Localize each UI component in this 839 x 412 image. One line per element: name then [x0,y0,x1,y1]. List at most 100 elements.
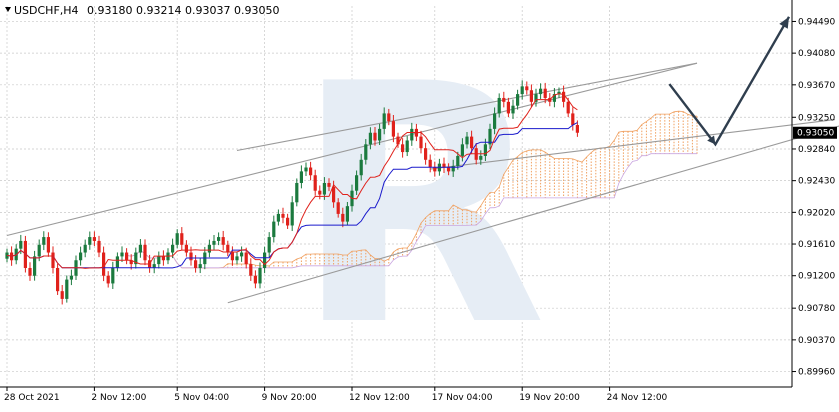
candle-body [207,244,211,253]
candle-body [529,90,533,102]
candle-body [79,252,83,261]
candle-body [566,101,570,114]
candle-body [69,275,73,280]
candle-body [221,237,225,245]
y-tick-label: 0.93670 [798,81,835,91]
candle-body [42,237,46,245]
candle-body [309,167,313,176]
watermark-logo: R [293,14,547,398]
candle-body [56,267,60,292]
candle-body [571,113,575,126]
candle-body [506,101,510,114]
candle-body [217,237,221,241]
candle-body [405,140,409,153]
candle-body [102,252,106,276]
candle-body [332,186,336,203]
candle-body [304,167,308,172]
arrow-head-pullback [707,135,716,145]
candle-body [226,244,230,253]
candle-body [51,252,55,268]
candle-body [253,275,257,284]
candle-body [111,267,115,284]
x-tick-label: 17 Nov 04:00 [432,393,493,403]
candle-body [502,97,506,102]
candle-body [175,233,179,245]
candle-body [373,132,377,141]
candle-body [88,237,92,245]
candle-body [240,252,244,257]
candle-body [230,252,234,261]
candle-body [364,144,368,160]
candle-body [290,202,294,226]
candle-body [299,171,303,183]
candle-body [267,237,271,253]
candle-body [378,128,382,141]
candle-body [516,94,520,106]
candle-body [184,244,188,253]
candle-body [235,256,239,261]
candle-body [539,88,543,95]
candle-body [46,237,50,253]
candle-body [557,91,561,95]
collapse-triangle-icon[interactable] [5,7,11,12]
candle-body [493,113,497,129]
candle-body [258,267,262,284]
grid [0,6,792,387]
candle-body [263,252,267,268]
candle-body [125,252,129,261]
candle-body [401,144,405,153]
x-tick-label: 24 Nov 12:00 [607,393,668,403]
candle-body [511,105,515,114]
candle-body [562,91,566,102]
y-tick-label: 0.89960 [798,368,835,378]
candle-body [194,260,198,268]
channel-line [236,62,698,152]
candle-body [483,144,487,156]
y-tick-label: 0.94490 [798,17,835,27]
x-tick-label: 19 Nov 20:00 [519,393,580,403]
candle-body [433,167,437,172]
candle-body [272,221,276,238]
candle-body [355,175,359,191]
candle-body [341,213,345,222]
x-tick-label: 5 Nov 04:00 [174,393,229,403]
y-axis: 0.94490 0.94080 0.93670 0.93250 0.92840 0.924… [792,17,837,378]
current-price-box [793,126,837,139]
candle-body [575,125,579,133]
candle-body [83,244,87,253]
y-tick-label: 0.91200 [798,272,835,282]
candle-body [286,217,290,226]
plot-frame [0,0,793,388]
candle-body [97,240,101,253]
candle-body [318,190,322,195]
current-price-label: 0.93050 [797,129,834,139]
candle-body [534,94,538,102]
symbol-timeframe: USDCHF,H4 [14,4,79,17]
candle-body [134,252,138,265]
candle-body [465,136,469,145]
candle-body [525,86,529,91]
candle-body [171,244,175,253]
x-tick-label: 9 Nov 20:00 [262,393,317,403]
candle-body [368,132,372,145]
candle-body [327,182,331,187]
candle-body [479,155,483,160]
candle-body [281,213,285,218]
indicator-lines [6,93,578,269]
candle-body [138,244,142,253]
candle-body [295,182,299,203]
candle-body [244,252,248,265]
candle-body [33,256,37,276]
candle-body [460,144,464,156]
candle-body [120,252,124,257]
candle-body [451,165,455,172]
watermark: R [293,14,547,398]
candle-body [143,244,147,261]
candle-body [198,264,202,268]
y-tick-label: 0.92840 [798,145,835,155]
x-tick-label: 28 Oct 2021 [4,393,60,403]
candle-body [552,94,556,102]
candle-body [488,128,492,145]
candle-body [23,240,27,268]
